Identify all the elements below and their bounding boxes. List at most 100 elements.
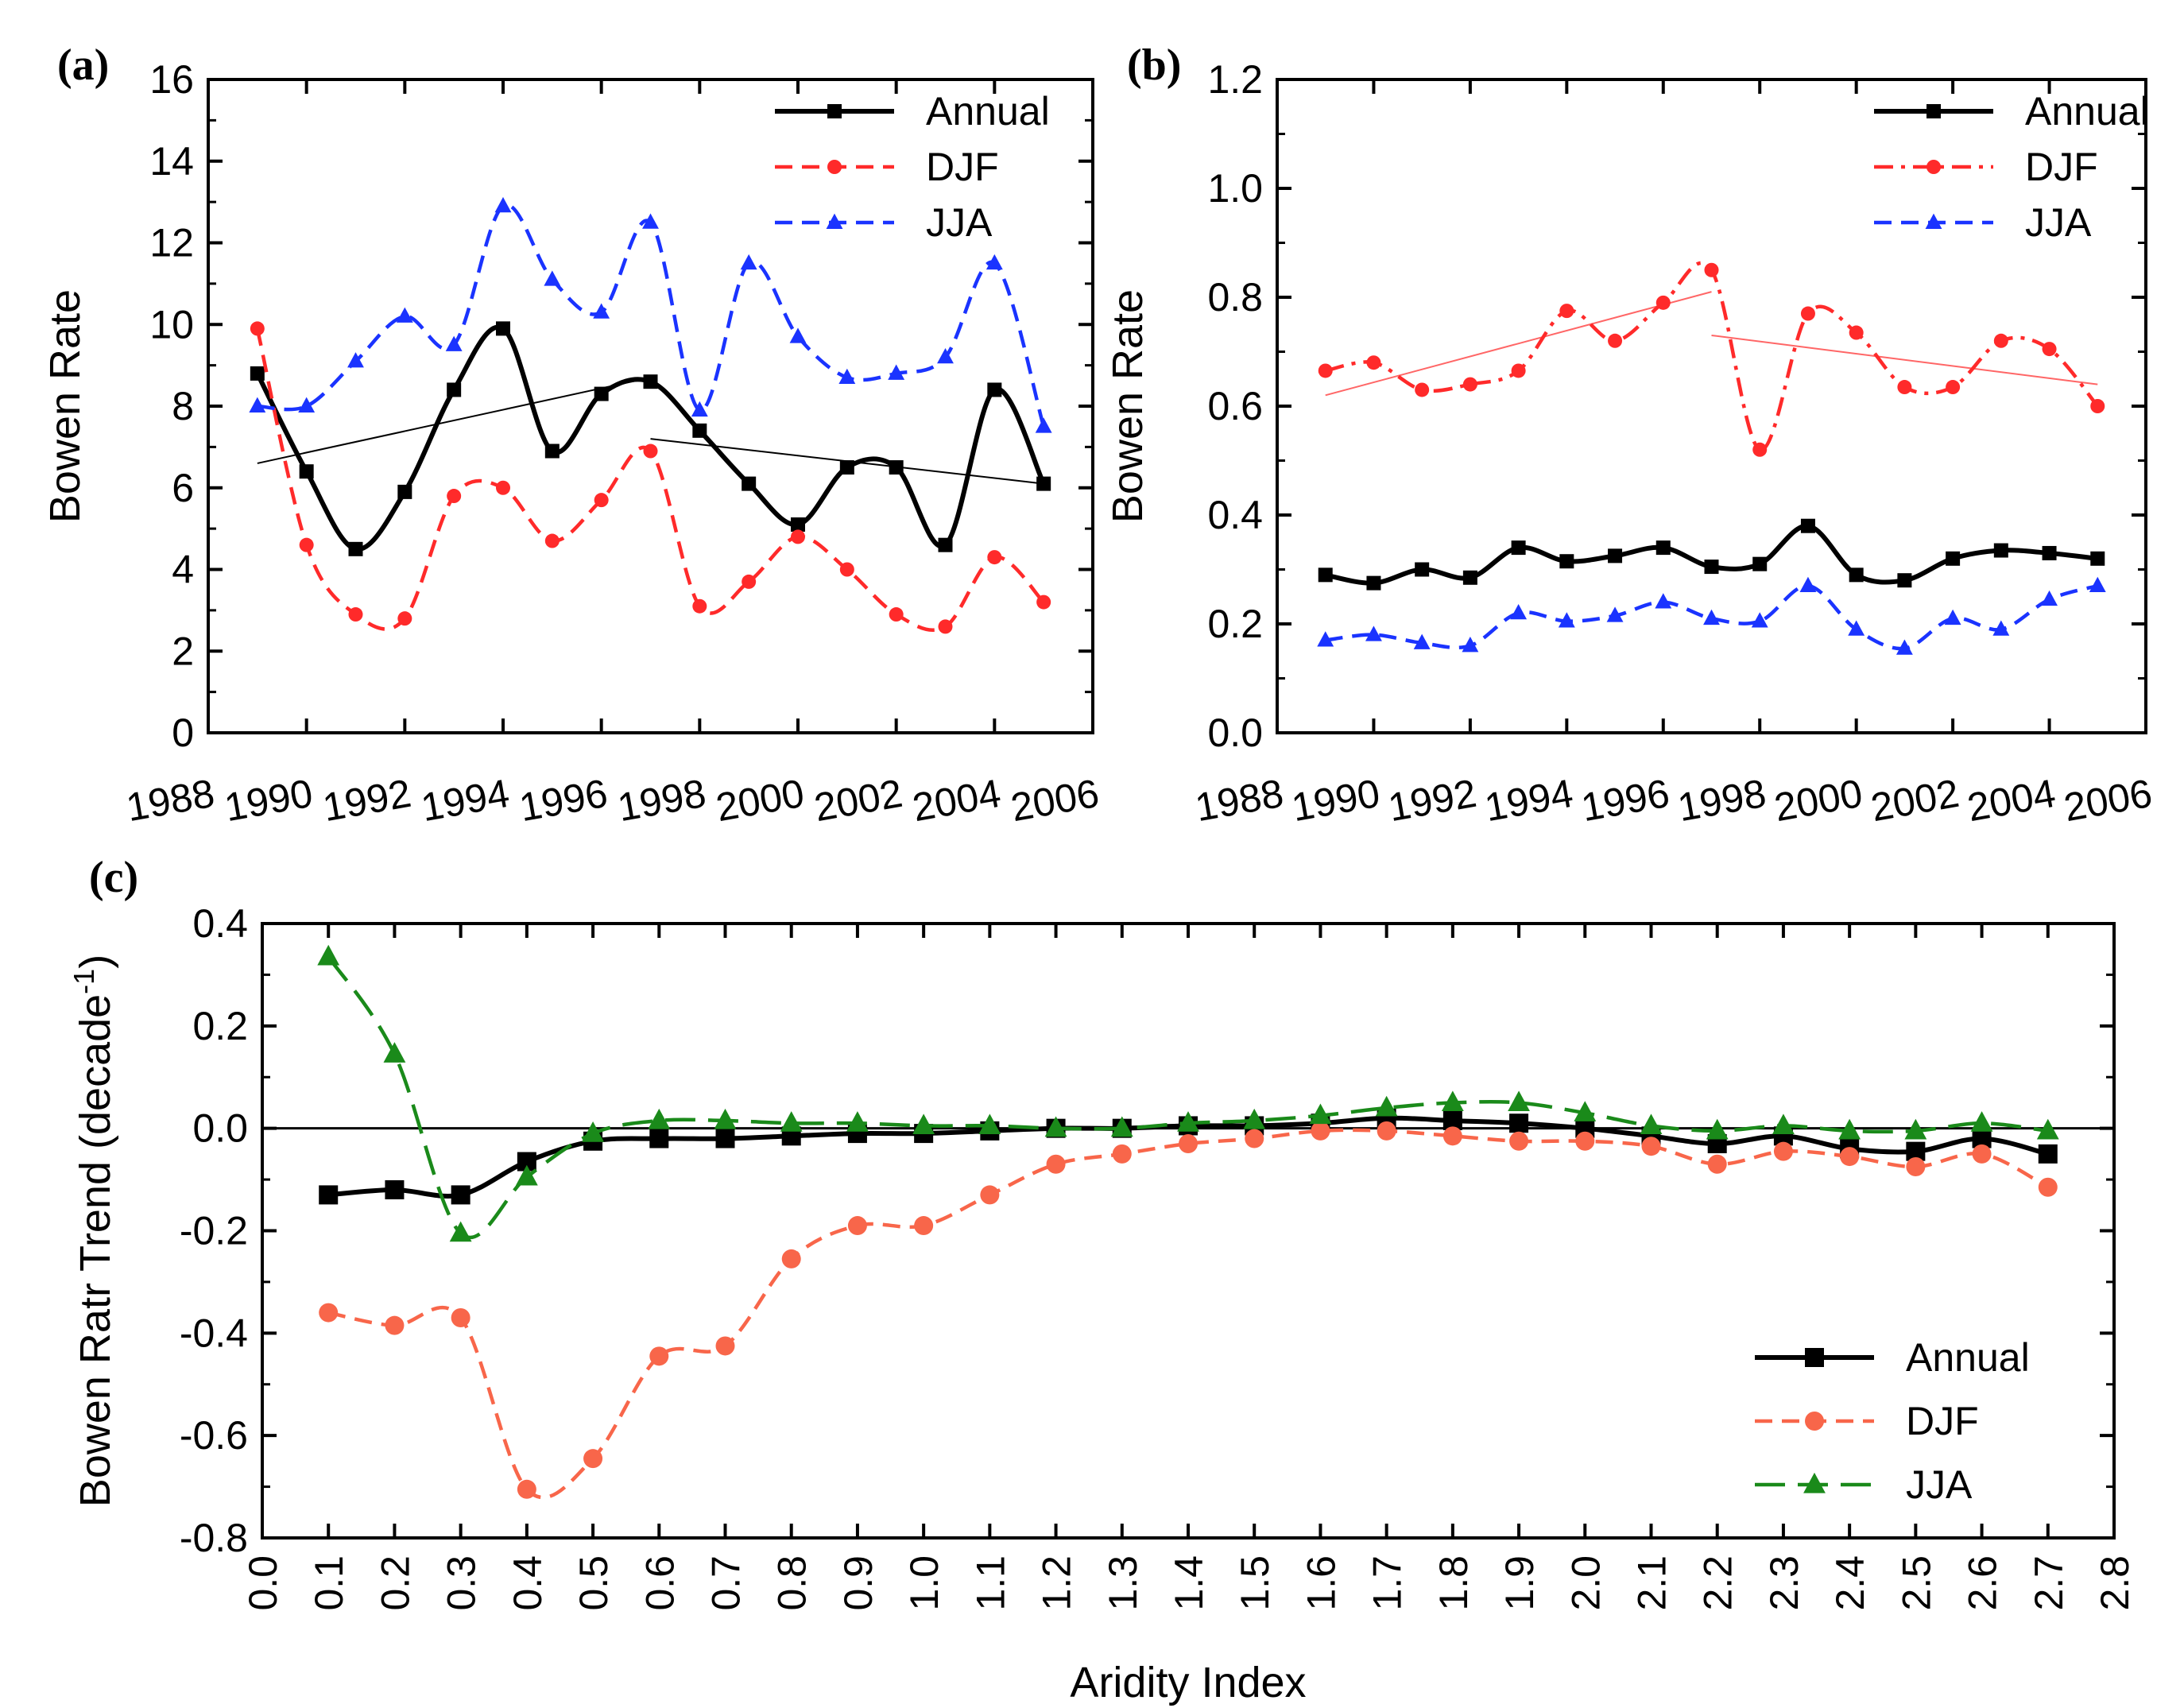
data-point-djf xyxy=(2042,342,2057,357)
data-point-annual xyxy=(1036,476,1051,491)
x-tick-label: 1.5 xyxy=(1233,1555,1277,1611)
data-point-djf xyxy=(914,1216,934,1236)
panel-label: (a) xyxy=(57,41,109,90)
data-point-djf xyxy=(496,480,510,495)
data-point-annual xyxy=(1655,540,1671,556)
x-tick-label: 0.8 xyxy=(770,1555,815,1611)
data-point-jja xyxy=(1413,633,1431,649)
legend-marker-djf xyxy=(827,160,842,174)
data-point-annual xyxy=(594,386,609,401)
x-tick-label: 0.5 xyxy=(571,1555,616,1611)
data-point-djf xyxy=(1897,380,1912,395)
data-point-djf xyxy=(839,562,854,577)
data-point-annual xyxy=(319,1185,339,1205)
y-tick-label: -0.8 xyxy=(180,1516,248,1560)
y-axis-title-superscript: -1 xyxy=(68,969,100,994)
trend-line xyxy=(1325,291,1712,397)
data-point-djf xyxy=(397,611,412,626)
data-point-annual xyxy=(715,1129,735,1148)
data-point-annual xyxy=(451,1185,470,1205)
data-point-djf xyxy=(1442,1126,1462,1146)
data-point-annual xyxy=(1946,551,1961,566)
data-point-jja xyxy=(1970,1111,1993,1132)
data-point-jja xyxy=(298,397,316,412)
data-point-jja xyxy=(1044,1116,1067,1137)
y-tick-label: 0 xyxy=(172,711,194,755)
data-point-annual xyxy=(1849,567,1864,583)
data-point-annual xyxy=(2038,1144,2058,1164)
legend-label-annual: Annual xyxy=(926,89,1050,134)
data-point-djf xyxy=(1840,1147,1860,1167)
x-tick-label: 1.6 xyxy=(1299,1555,1343,1611)
legend: Annual DJF JJA xyxy=(1874,89,2149,245)
data-point-jja xyxy=(383,1042,406,1063)
data-point-jja xyxy=(2089,576,2106,592)
data-point-jja xyxy=(642,213,659,229)
data-point-jja xyxy=(1904,1118,1927,1140)
y-tick-label: 1.2 xyxy=(1207,57,1263,102)
data-point-jja xyxy=(515,1164,538,1186)
data-point-djf xyxy=(1559,304,1574,319)
data-point-jja xyxy=(347,352,364,368)
data-point-djf xyxy=(1112,1144,1132,1164)
x-tick-label: 2.8 xyxy=(2093,1555,2137,1611)
data-point-jja xyxy=(1365,625,1382,641)
y-tick-label: -0.6 xyxy=(180,1413,248,1458)
data-point-djf xyxy=(692,598,707,614)
data-point-annual xyxy=(791,517,805,532)
data-point-annual xyxy=(348,541,363,556)
legend-label-jja: JJA xyxy=(926,200,993,245)
data-point-annual xyxy=(1415,562,1430,577)
y-tick-label: 10 xyxy=(149,302,194,347)
y-tick-label: 0.4 xyxy=(192,901,248,946)
data-point-jja xyxy=(249,397,266,412)
data-point-annual xyxy=(1993,543,2008,558)
data-point-jja xyxy=(2036,1118,2059,1140)
x-tick-label: 2.0 xyxy=(1563,1555,1608,1611)
data-point-jja xyxy=(1944,609,1961,625)
x-tick-label: 0.3 xyxy=(440,1555,484,1611)
data-point-annual xyxy=(250,366,265,381)
data-point-djf xyxy=(1655,295,1671,310)
data-point-jja xyxy=(888,364,905,380)
data-point-djf xyxy=(1046,1154,1066,1174)
y-tick-label: 0.2 xyxy=(1207,602,1263,646)
data-point-annual xyxy=(643,374,658,389)
data-point-annual xyxy=(397,484,412,499)
data-point-jja xyxy=(544,270,561,286)
data-point-djf xyxy=(1509,1131,1529,1151)
data-point-djf xyxy=(583,1449,603,1469)
data-point-djf xyxy=(1511,363,1526,378)
legend-label-djf: DJF xyxy=(1906,1399,1979,1443)
data-point-djf xyxy=(1318,363,1333,378)
legend: Annual DJF JJA xyxy=(775,89,1050,245)
data-point-annual xyxy=(1462,570,1477,585)
x-tick-label: 2.4 xyxy=(1828,1555,1872,1611)
y-tick-label: 0.6 xyxy=(1207,384,1263,428)
data-point-djf xyxy=(781,1249,801,1268)
data-point-jja xyxy=(494,196,512,213)
data-point-jja xyxy=(1035,417,1052,433)
data-point-jja xyxy=(1177,1111,1199,1132)
x-tick-label: 1.0 xyxy=(902,1555,947,1611)
y-tick-label: 6 xyxy=(172,466,194,510)
legend-marker-djf xyxy=(1805,1412,1824,1431)
data-point-jja xyxy=(445,335,463,351)
data-point-jja xyxy=(582,1121,604,1142)
data-point-djf xyxy=(594,493,609,508)
data-point-annual xyxy=(1897,573,1912,588)
series-line-jja xyxy=(327,955,2049,1240)
legend-label-annual: Annual xyxy=(1906,1335,2030,1380)
data-point-jja xyxy=(714,1108,737,1129)
data-point-djf xyxy=(1972,1144,1992,1164)
data-point-annual xyxy=(938,537,953,552)
data-point-djf xyxy=(1849,325,1864,340)
data-point-djf xyxy=(742,574,757,589)
data-point-jja xyxy=(1558,612,1575,628)
y-tick-label: 0.4 xyxy=(1207,493,1263,537)
data-point-jja xyxy=(978,1113,1001,1135)
x-tick-label: 1.3 xyxy=(1101,1555,1145,1611)
data-point-djf xyxy=(847,1216,867,1236)
data-point-djf xyxy=(1245,1129,1264,1148)
